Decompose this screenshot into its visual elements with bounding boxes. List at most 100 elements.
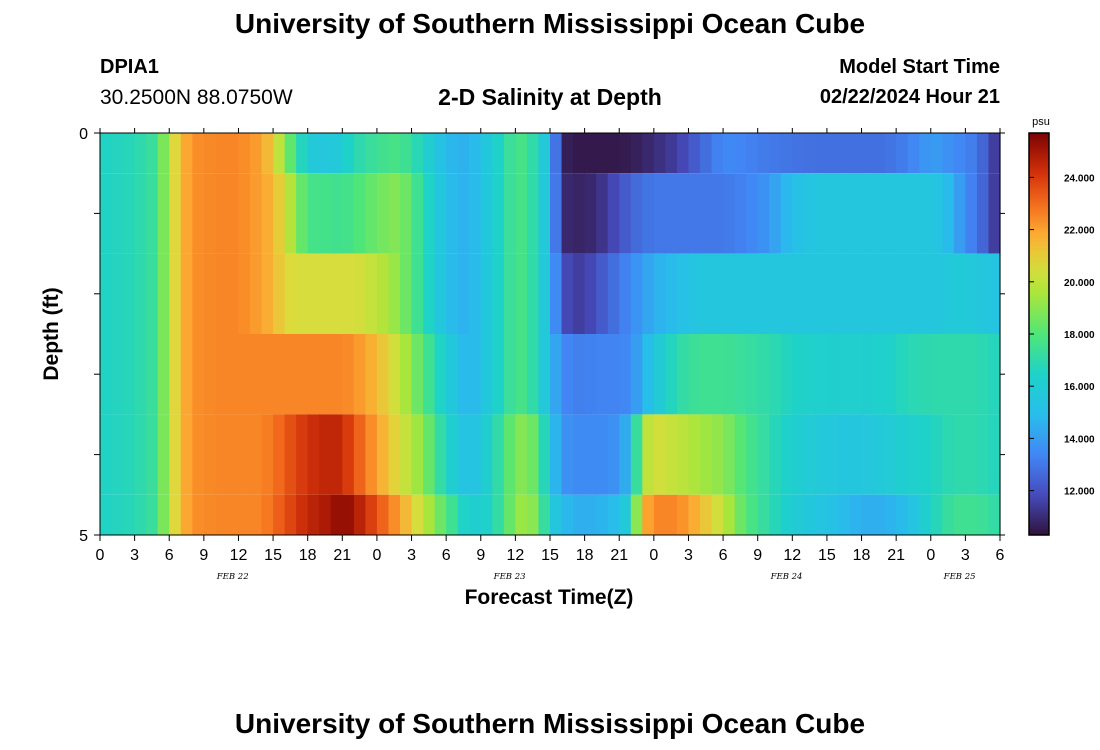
heat-cell	[688, 253, 701, 334]
heat-cell	[953, 494, 966, 535]
heat-cell	[411, 133, 424, 174]
heat-cell	[561, 133, 574, 174]
heat-cell	[642, 133, 655, 174]
heat-cell	[757, 494, 770, 535]
heat-cell	[157, 133, 170, 174]
x-tick-label: 6	[996, 547, 1005, 564]
heat-cell	[826, 414, 840, 495]
heat-cell	[261, 334, 274, 415]
heat-cell	[826, 494, 840, 535]
heat-cell	[792, 494, 805, 535]
heat-cell	[388, 133, 401, 174]
heat-cell	[250, 494, 263, 535]
heat-cell	[111, 253, 124, 334]
heat-cell	[123, 414, 136, 495]
heat-cell	[757, 133, 770, 174]
x-axis: 0 3 6 9 12 15 18 21 0 3 6 9 12 15 18 21 0 3 6 9 12 15 18 21 0 3 6 F…	[96, 128, 1005, 582]
x-tick-label: 9	[753, 547, 762, 564]
heat-cell	[388, 173, 401, 254]
heat-cell	[457, 253, 470, 334]
heat-cell	[353, 133, 366, 174]
heat-cell	[907, 173, 920, 254]
heat-cell	[307, 494, 320, 535]
heat-cell	[238, 494, 251, 535]
heat-cell	[688, 173, 701, 254]
colorbar-tick-label: 24.000	[1064, 173, 1095, 184]
heat-cell	[896, 133, 909, 174]
x-tick-label: 3	[961, 547, 970, 564]
heat-cell	[550, 173, 563, 254]
heat-cell	[365, 494, 378, 535]
heat-cell	[907, 253, 920, 334]
heat-cell	[238, 133, 251, 174]
heat-cell	[400, 253, 413, 334]
heat-cell	[873, 253, 886, 334]
heat-cell	[330, 173, 343, 254]
heat-cell	[215, 494, 228, 535]
heat-cell	[746, 494, 759, 535]
heat-cell	[538, 414, 551, 495]
heat-cell	[723, 334, 736, 415]
heat-cell	[561, 494, 574, 535]
heat-cell	[157, 414, 170, 495]
heat-cell	[907, 334, 920, 415]
heat-cell	[180, 133, 193, 174]
heat-cell	[353, 494, 366, 535]
heat-cell	[353, 253, 366, 334]
heat-cell	[146, 334, 159, 415]
heat-cell	[296, 334, 309, 415]
heat-cell	[457, 133, 470, 174]
heat-cell	[376, 173, 390, 254]
heat-cell	[700, 133, 713, 174]
heat-cell	[376, 334, 390, 415]
heat-cell	[100, 414, 113, 495]
heat-cell	[526, 133, 540, 174]
heat-cell	[319, 133, 332, 174]
heat-cell	[734, 133, 747, 174]
heat-cell	[307, 253, 320, 334]
heat-cell	[653, 494, 666, 535]
heat-cell	[630, 494, 643, 535]
heat-cell	[446, 173, 459, 254]
heat-cell	[630, 253, 643, 334]
heat-cell	[653, 414, 666, 495]
heat-cell	[746, 133, 759, 174]
heat-cell	[134, 414, 147, 495]
heat-cell	[273, 494, 286, 535]
heat-cell	[330, 414, 343, 495]
heat-cell	[734, 494, 747, 535]
heat-cell	[573, 253, 586, 334]
heat-cell	[515, 173, 528, 254]
heat-cell	[330, 334, 343, 415]
heat-cell	[423, 334, 436, 415]
colorbar: psu 12.000 14.000 16.000 18.000 20.000 22.000…	[1028, 116, 1095, 536]
heat-cell	[850, 253, 863, 334]
heat-cell	[134, 334, 147, 415]
x-tick-label: 15	[264, 547, 282, 564]
heat-cell	[596, 414, 609, 495]
heat-cell	[746, 334, 759, 415]
heat-cell	[573, 494, 586, 535]
colorbar-tick-label: 22.000	[1064, 226, 1095, 237]
heat-cell	[942, 334, 955, 415]
x-axis-label: Forecast Time(Z)	[465, 586, 634, 609]
heat-cell	[780, 414, 793, 495]
heat-cell	[273, 133, 286, 174]
heat-cell	[492, 414, 505, 495]
heat-cell	[861, 173, 874, 254]
heat-cell	[226, 133, 240, 174]
x-tick-label: 6	[442, 547, 451, 564]
x-tick-label: 18	[576, 547, 594, 564]
heat-cell	[503, 334, 516, 415]
heat-cell	[261, 414, 274, 495]
heat-cell	[988, 334, 1001, 415]
heat-cell	[307, 173, 320, 254]
heat-cell	[573, 173, 586, 254]
heat-cell	[192, 253, 205, 334]
heat-cell	[861, 494, 874, 535]
heat-cell	[203, 494, 216, 535]
heat-cell	[215, 334, 228, 415]
heat-cell	[930, 334, 943, 415]
heat-cell	[746, 253, 759, 334]
x-tick-label: 3	[130, 547, 139, 564]
